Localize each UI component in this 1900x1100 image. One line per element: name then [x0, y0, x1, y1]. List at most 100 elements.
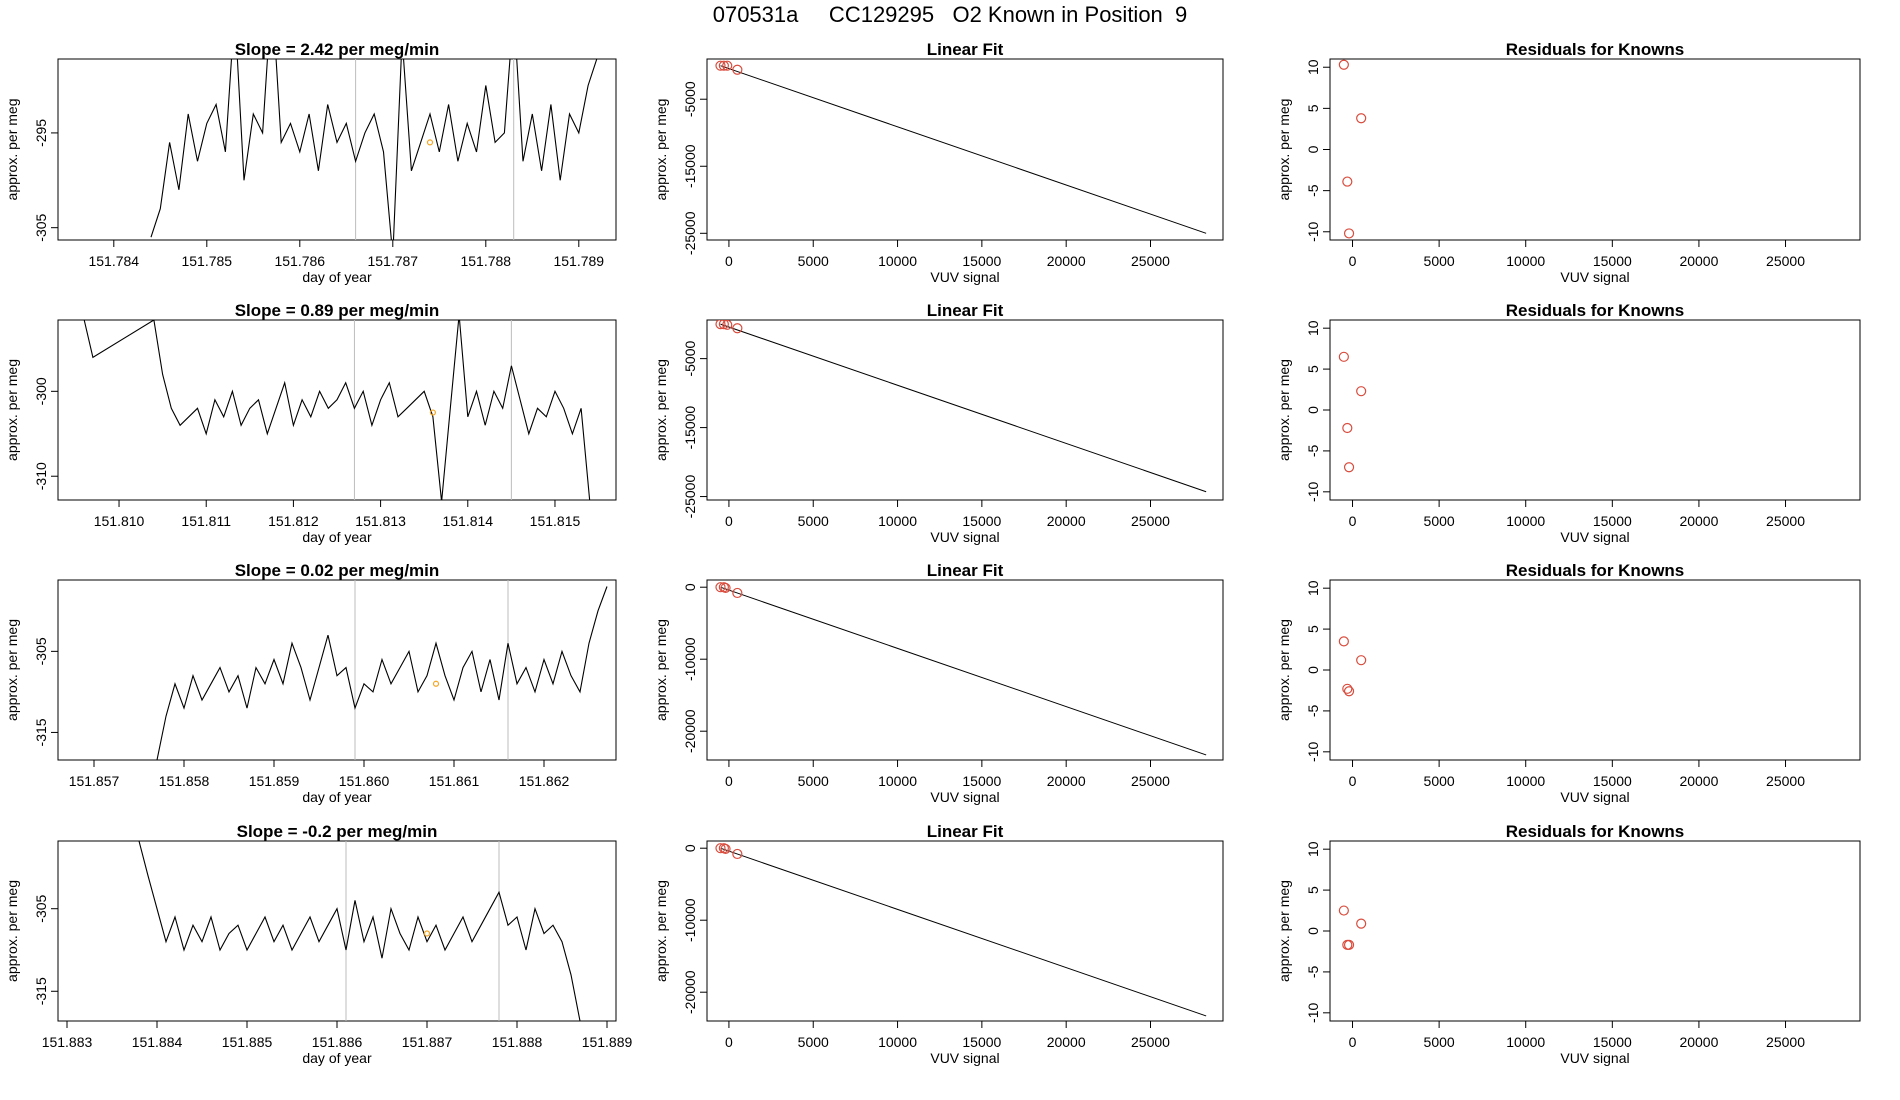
fit-line: [720, 847, 1207, 1017]
x-tick-label: 20000: [1047, 513, 1086, 529]
plot-frame: [706, 579, 1224, 761]
y-tick-label: -5000: [682, 341, 698, 377]
x-tick-label: 0: [1349, 773, 1357, 789]
chart-panel-1-2: Residuals for Knowns 0 5000 10000 15000 20000…: [1276, 301, 1861, 545]
x-tick-label: 10000: [878, 1034, 917, 1050]
y-axis-label: approx. per meg: [653, 880, 669, 982]
x-tick-label: 151.813: [355, 513, 406, 529]
y-axis-label: approx. per meg: [4, 880, 20, 982]
x-tick-label: 20000: [1679, 1034, 1718, 1050]
x-axis-label: day of year: [302, 789, 372, 805]
plot-area: [715, 843, 1207, 1017]
data-point: [722, 60, 733, 71]
y-tick-label: -15000: [682, 144, 698, 188]
x-tick-label: 151.858: [159, 773, 210, 789]
plot-area: [83, 320, 591, 500]
chart-panel-1-0: Slope = 0.89 per meg/min 151.810 151.811 15…: [4, 301, 617, 545]
y-axis-label: approx. per meg: [1276, 99, 1292, 201]
x-tick-label: 151.789: [553, 253, 604, 269]
y-tick-label: 5: [1305, 104, 1321, 112]
chart-panel-3-1: Linear Fit 0 5000 10000 15000 20000 25000 0 -100…: [653, 822, 1224, 1066]
data-point: [720, 843, 731, 855]
chart-title: Slope = 2.42 per meg/min: [235, 40, 440, 59]
x-tick-label: 5000: [798, 513, 829, 529]
y-tick-label: -10: [1305, 741, 1321, 761]
data-point: [718, 60, 729, 71]
known-point: [426, 139, 434, 146]
plot-frame: [1329, 58, 1861, 241]
y-axis-label: approx. per meg: [653, 99, 669, 201]
y-tick-label: -10: [1305, 481, 1321, 501]
y-tick-label: -5: [1305, 184, 1321, 197]
data-point: [715, 60, 726, 71]
x-tick-label: 151.788: [460, 253, 511, 269]
x-tick-label: 151.785: [181, 253, 232, 269]
y-tick-label: -5: [1305, 444, 1321, 457]
x-axis-label: day of year: [302, 1050, 372, 1066]
x-axis-label: VUV signal: [930, 1050, 999, 1066]
y-tick-label: -20000: [682, 970, 698, 1014]
y-tick-label: -15000: [682, 406, 698, 450]
x-axis-label: day of year: [302, 269, 372, 285]
plot-area: [1338, 351, 1367, 473]
chart-title: Residuals for Knowns: [1506, 561, 1685, 580]
plot-frame: [1329, 840, 1861, 1022]
x-tick-label: 151.889: [582, 1034, 633, 1050]
x-axis-label: VUV signal: [930, 529, 999, 545]
series-line: [138, 841, 581, 1021]
y-axis-label: approx. per meg: [1276, 619, 1292, 721]
data-point: [715, 843, 726, 854]
x-tick-label: 15000: [962, 773, 1001, 789]
plot-area: [1338, 59, 1367, 239]
y-tick-label: -10: [1305, 1002, 1321, 1022]
x-tick-label: 10000: [1506, 1034, 1545, 1050]
known-point: [432, 680, 440, 687]
y-tick-label: -25000: [682, 211, 698, 255]
data-point: [1356, 918, 1367, 929]
x-tick-label: 151.810: [94, 513, 145, 529]
chart-panel-3-2: Residuals for Knowns 0 5000 10000 15000 20000…: [1276, 822, 1861, 1066]
x-tick-label: 151.887: [402, 1034, 453, 1050]
known-point: [423, 930, 431, 937]
y-tick-label: 0: [1305, 666, 1321, 674]
y-tick-label: -5000: [682, 81, 698, 117]
x-tick-label: 10000: [1506, 513, 1545, 529]
page-title: 070531a CC129295 O2 Known in Position 9: [712, 2, 1188, 27]
x-tick-label: 151.814: [442, 513, 493, 529]
x-tick-label: 10000: [1506, 773, 1545, 789]
x-tick-label: 25000: [1131, 513, 1170, 529]
y-tick-label: 10: [1305, 841, 1321, 857]
x-axis-label: VUV signal: [1560, 789, 1629, 805]
y-tick-label: 10: [1305, 580, 1321, 596]
plot-area: [715, 60, 1207, 234]
chart-title: Slope = -0.2 per meg/min: [237, 822, 438, 841]
x-tick-label: 15000: [962, 513, 1001, 529]
data-point: [1338, 351, 1349, 362]
x-tick-label: 0: [725, 513, 733, 529]
x-tick-label: 20000: [1047, 1034, 1086, 1050]
chart-title: Slope = 0.89 per meg/min: [235, 301, 440, 320]
chart-panel-1-1: Linear Fit 0 5000 10000 15000 20000 25000 -5000…: [653, 301, 1224, 545]
x-tick-label: 25000: [1131, 253, 1170, 269]
x-tick-label: 151.786: [274, 253, 325, 269]
chart-title: Residuals for Knowns: [1506, 301, 1685, 320]
x-tick-label: 10000: [878, 773, 917, 789]
x-tick-label: 151.861: [429, 773, 480, 789]
x-tick-label: 5000: [798, 253, 829, 269]
data-point: [732, 64, 743, 75]
x-axis-label: VUV signal: [1560, 269, 1629, 285]
x-tick-label: 25000: [1131, 773, 1170, 789]
chart-title: Linear Fit: [927, 301, 1004, 320]
y-tick-label: -315: [33, 718, 49, 746]
x-tick-label: 20000: [1679, 253, 1718, 269]
x-tick-label: 151.784: [88, 253, 139, 269]
data-point: [1343, 228, 1355, 239]
chart-title: Residuals for Knowns: [1506, 822, 1685, 841]
plot-area: [1338, 636, 1367, 697]
data-point: [715, 582, 726, 593]
y-tick-label: -20000: [682, 709, 698, 753]
data-point: [1343, 462, 1355, 473]
y-axis-label: approx. per meg: [4, 359, 20, 461]
plot-frame: [57, 319, 617, 501]
